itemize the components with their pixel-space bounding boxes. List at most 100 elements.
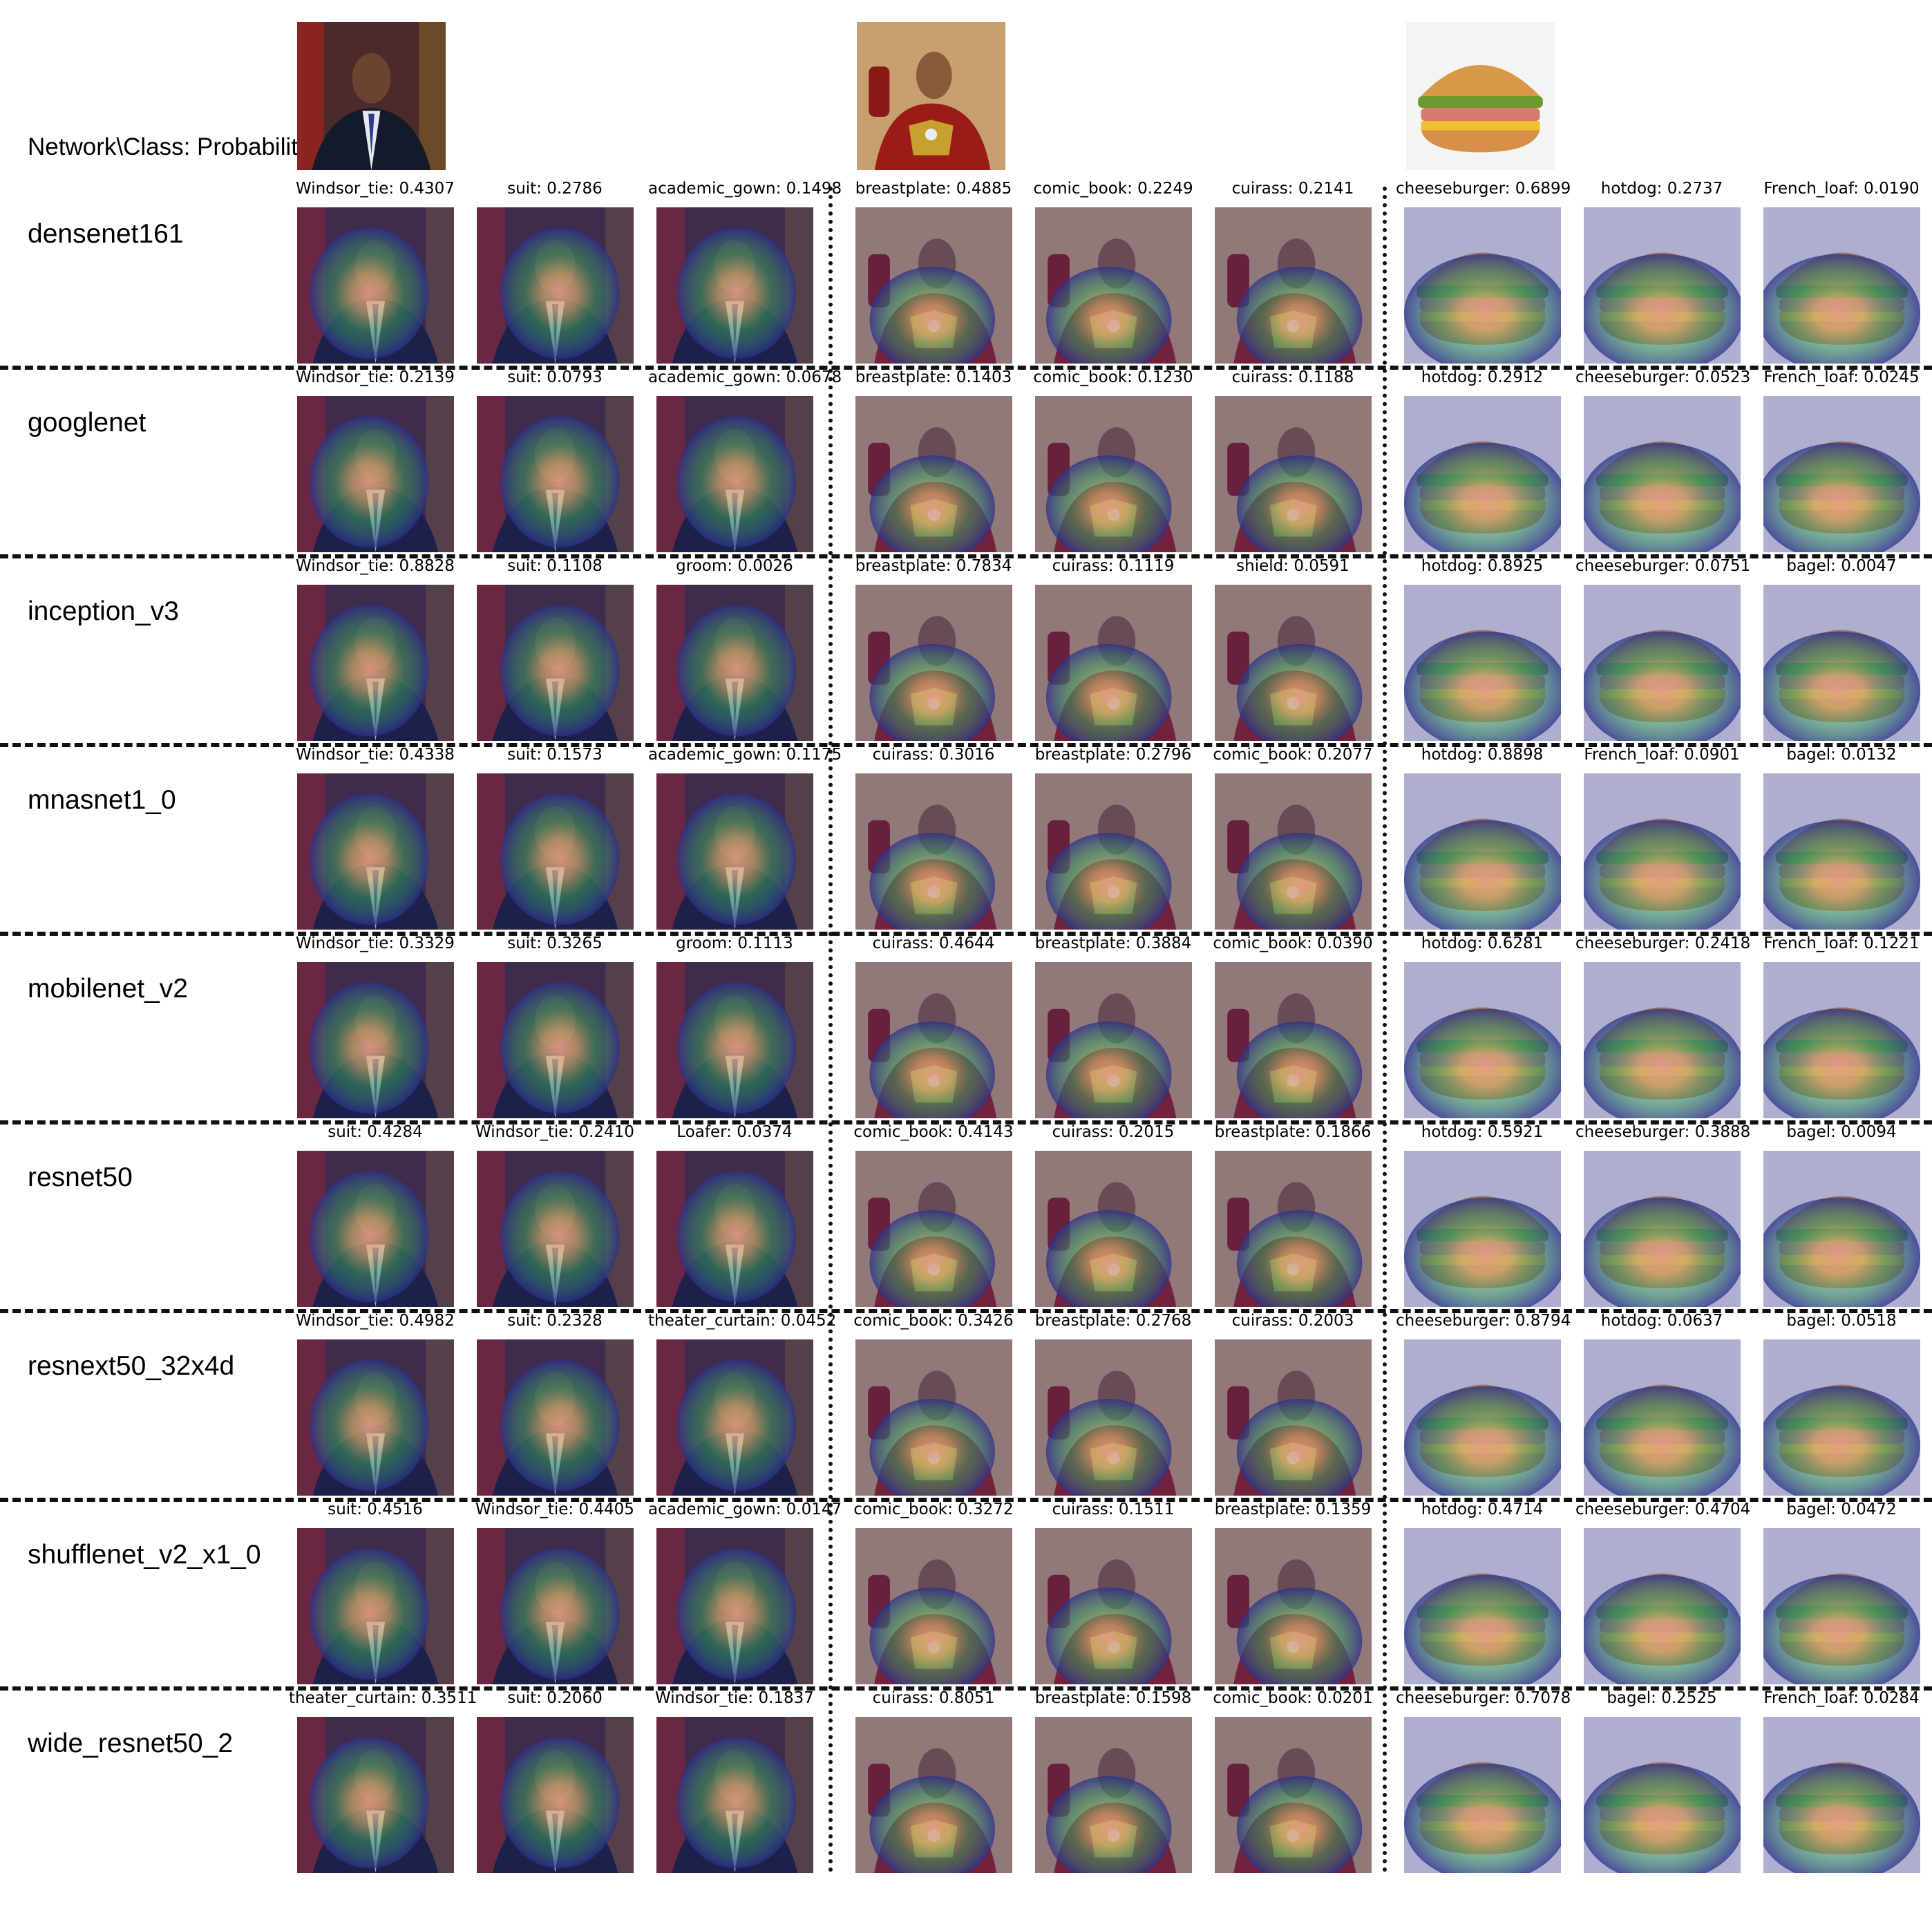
saliency-heatmap-tile (1763, 396, 1920, 552)
saliency-heatmap-tile (656, 1528, 813, 1684)
heatmap-graphic (855, 1717, 1012, 1873)
network-label: mobilenet_v2 (28, 974, 188, 1004)
saliency-heatmap-tile (1215, 773, 1372, 930)
saliency-heatmap-tile (1763, 773, 1920, 930)
class-probability-caption: hotdog: 0.6281 (1421, 934, 1544, 952)
class-probability-caption: bagel: 0.0094 (1786, 1123, 1897, 1141)
heatmap-graphic (1035, 207, 1192, 364)
row-separator (0, 554, 1932, 558)
class-probability-caption: comic_book: 0.4143 (853, 1123, 1014, 1141)
class-probability-caption: bagel: 0.0518 (1786, 1312, 1897, 1330)
heatmap-graphic (1035, 1717, 1192, 1873)
class-probability-caption: hotdog: 0.8898 (1421, 746, 1544, 764)
saliency-heatmap-tile (1035, 396, 1192, 552)
heatmap-graphic (1215, 396, 1372, 552)
obama-photo (297, 22, 446, 170)
heatmap-graphic (656, 773, 813, 930)
class-probability-caption: cuirass: 0.1119 (1052, 557, 1175, 575)
saliency-heatmap-tile (477, 207, 634, 364)
class-probability-caption: comic_book: 0.0201 (1213, 1689, 1373, 1707)
saliency-heatmap-tile (297, 773, 454, 930)
heatmap-graphic (855, 1151, 1012, 1307)
network-label: googlenet (28, 408, 146, 437)
heatmap-graphic (477, 1717, 634, 1873)
class-probability-caption: French_loaf: 0.0901 (1584, 746, 1740, 764)
heatmap-graphic (297, 585, 454, 741)
heatmap-graphic (656, 396, 813, 552)
class-probability-caption: comic_book: 0.3272 (853, 1500, 1014, 1518)
saliency-heatmap-tile (1215, 207, 1372, 364)
saliency-heatmap-tile (1215, 962, 1372, 1118)
heatmap-graphic (1584, 1339, 1741, 1496)
saliency-heatmap-tile (1584, 1717, 1741, 1873)
class-probability-caption: academic_gown: 0.0678 (648, 368, 842, 386)
class-probability-caption: cheeseburger: 0.0751 (1575, 557, 1751, 575)
class-probability-caption: comic_book: 0.3426 (853, 1312, 1014, 1330)
class-probability-caption: breastplate: 0.2768 (1034, 1312, 1192, 1330)
class-probability-caption: bagel: 0.0472 (1786, 1500, 1897, 1518)
saliency-heatmap-tile (656, 396, 813, 552)
saliency-heatmap-tile (1763, 1717, 1920, 1873)
class-probability-caption: cuirass: 0.1511 (1052, 1500, 1175, 1518)
heatmap-graphic (1035, 585, 1192, 741)
class-probability-caption: French_loaf: 0.1221 (1763, 934, 1920, 952)
heatmap-graphic (1763, 1528, 1920, 1684)
network-label: densenet161 (28, 219, 184, 249)
class-probability-caption: suit: 0.4284 (328, 1123, 423, 1141)
row-separator (0, 1120, 1932, 1125)
saliency-heatmap-tile (1763, 962, 1920, 1118)
heatmap-graphic (855, 962, 1012, 1118)
heatmap-graphic (1215, 962, 1372, 1118)
network-label: resnet50 (28, 1163, 133, 1192)
heatmap-graphic (477, 773, 634, 930)
heatmap-graphic (1584, 585, 1741, 741)
class-probability-caption: bagel: 0.0132 (1786, 746, 1897, 764)
class-probability-caption: academic_gown: 0.0147 (648, 1500, 842, 1518)
class-probability-caption: cheeseburger: 0.8794 (1396, 1312, 1571, 1330)
saliency-heatmap-tile (1035, 207, 1192, 364)
class-probability-caption: hotdog: 0.2737 (1600, 180, 1723, 198)
heatmap-graphic (855, 1339, 1012, 1496)
class-probability-caption: French_loaf: 0.0190 (1763, 180, 1920, 198)
heatmap-graphic (1584, 1717, 1741, 1873)
network-label: mnasnet1_0 (28, 785, 176, 815)
class-probability-caption: Windsor_tie: 0.1837 (655, 1689, 814, 1707)
saliency-heatmap-tile (656, 773, 813, 930)
saliency-heatmap-tile (1584, 1528, 1741, 1684)
saliency-heatmap-tile (855, 773, 1012, 930)
heatmap-graphic (1763, 1339, 1920, 1496)
saliency-heatmap-tile (1215, 1528, 1372, 1684)
saliency-heatmap-tile (477, 1717, 634, 1873)
class-probability-caption: French_loaf: 0.0245 (1763, 368, 1920, 386)
class-probability-caption: breastplate: 0.2796 (1034, 746, 1192, 764)
heatmap-graphic (477, 1339, 634, 1496)
class-probability-caption: Windsor_tie: 0.4338 (296, 746, 455, 764)
heatmap-graphic (656, 1151, 813, 1307)
class-probability-caption: cheeseburger: 0.6899 (1396, 180, 1571, 198)
saliency-heatmap-tile (656, 962, 813, 1118)
class-probability-caption: academic_gown: 0.1498 (648, 180, 842, 198)
heatmap-graphic (297, 773, 454, 930)
saliency-heatmap-tile (1035, 585, 1192, 741)
heatmap-graphic (1215, 1339, 1372, 1496)
heatmap-graphic (855, 207, 1012, 364)
saliency-heatmap-tile (1404, 585, 1561, 741)
class-probability-caption: bagel: 0.2525 (1607, 1689, 1717, 1707)
class-probability-caption: cuirass: 0.4644 (872, 934, 995, 952)
heatmap-graphic (1035, 962, 1192, 1118)
class-probability-caption: cuirass: 0.8051 (872, 1689, 995, 1707)
heatmap-graphic (1215, 585, 1372, 741)
saliency-heatmap-tile (855, 396, 1012, 552)
class-probability-caption: shield: 0.0591 (1236, 557, 1349, 575)
heatmap-graphic (855, 773, 1012, 930)
header-label: Network\Class: Probability (28, 133, 310, 160)
class-probability-caption: French_loaf: 0.0284 (1763, 1689, 1920, 1707)
saliency-heatmap-tile (477, 773, 634, 930)
class-probability-caption: cheeseburger: 0.3888 (1575, 1123, 1751, 1141)
class-probability-caption: cuirass: 0.2015 (1052, 1123, 1175, 1141)
saliency-heatmap-tile (1035, 1339, 1192, 1496)
heatmap-graphic (656, 585, 813, 741)
saliency-heatmap-tile (1763, 1151, 1920, 1307)
saliency-heatmap-tile (297, 1339, 454, 1496)
saliency-heatmap-tile (297, 207, 454, 364)
